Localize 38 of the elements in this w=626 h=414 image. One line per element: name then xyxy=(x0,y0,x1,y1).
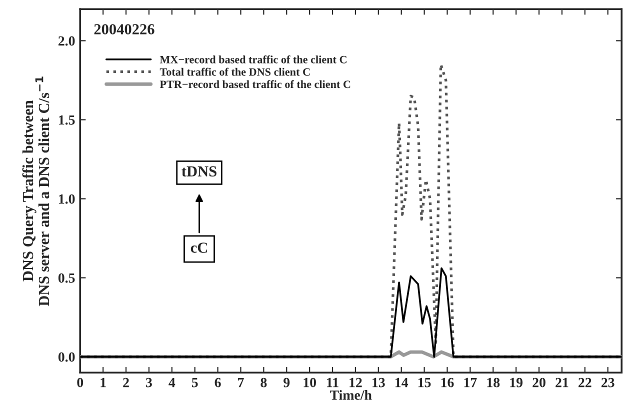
x-tick-label: 12 xyxy=(350,378,362,388)
x-axis-title: Time/h xyxy=(330,390,372,400)
legend-label: MX−record based traffic of the client C xyxy=(160,55,346,64)
x-tick-label: 2 xyxy=(123,378,129,388)
annotation: cC xyxy=(190,242,207,253)
x-tick-label: 23 xyxy=(601,378,614,388)
legend-label: Total traffic of the DNS client C xyxy=(160,68,310,76)
x-tick-label: 7 xyxy=(238,378,244,388)
x-tick-label: 0 xyxy=(77,378,84,388)
x-tick-label: 4 xyxy=(168,378,176,388)
y-tick-label: 1.5 xyxy=(59,115,75,125)
x-tick-label: 20 xyxy=(532,378,546,388)
y-tick-label: 0.0 xyxy=(58,352,75,362)
x-tick-label: 6 xyxy=(214,378,221,388)
y-tick-label: 2.0 xyxy=(58,36,75,46)
x-tick-label: 19 xyxy=(510,378,523,388)
y-axis-title: DNS Query Traffic between DNS server and a DNS client C/s$^{−1}$ xyxy=(22,76,50,306)
x-tick-label: 3 xyxy=(146,378,152,388)
x-tick-label: 1 xyxy=(100,378,106,388)
x-tick-label: 18 xyxy=(487,378,500,388)
x-tick-label: 10 xyxy=(304,378,316,388)
x-tick-label: 14 xyxy=(396,378,408,388)
annotation: tDNS xyxy=(182,166,216,177)
y-tick-label: 0.5 xyxy=(58,273,75,283)
x-tick-label: 13 xyxy=(372,378,385,388)
x-tick-label: 21 xyxy=(556,378,568,388)
x-tick-label: 9 xyxy=(284,378,290,388)
x-tick-label: 8 xyxy=(260,378,267,388)
annotation: 20040226 xyxy=(94,24,154,34)
x-tick-label: 15 xyxy=(418,378,431,388)
x-tick-label: 22 xyxy=(578,378,592,388)
legend-label: PTR−record based traffic of the client C xyxy=(160,80,350,88)
x-tick-label: 5 xyxy=(192,378,198,388)
y-tick-label: 1.0 xyxy=(59,194,75,204)
x-tick-label: 16 xyxy=(441,378,454,388)
line-series xyxy=(80,267,622,358)
x-tick-label: 11 xyxy=(327,378,338,388)
x-tick-label: 17 xyxy=(464,378,477,388)
